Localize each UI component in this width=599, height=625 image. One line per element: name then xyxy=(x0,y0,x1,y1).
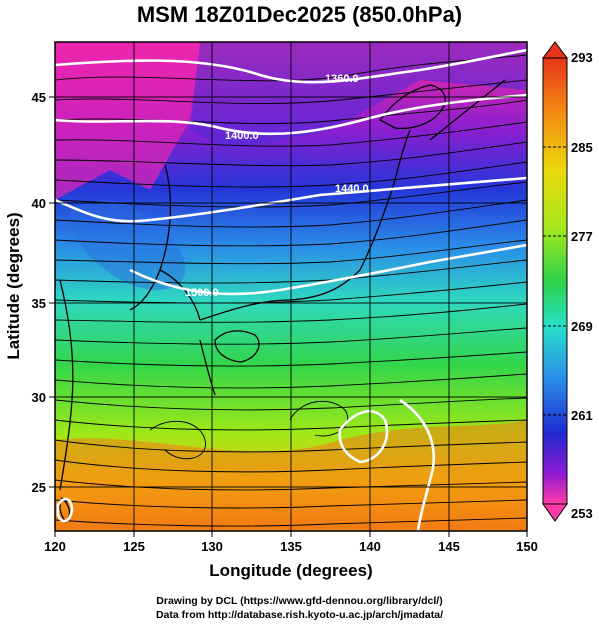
colorbar-tick-label: 285 xyxy=(571,140,593,155)
x-tick-label: 150 xyxy=(516,539,538,554)
y-axis: 25 30 35 40 45 Latitude (degrees) xyxy=(4,90,55,495)
x-tick-label: 120 xyxy=(44,539,66,554)
contour-1360 xyxy=(55,48,527,84)
contour-small-1 xyxy=(338,410,389,464)
coastlines xyxy=(59,79,506,523)
height-contours xyxy=(55,48,527,531)
contour-small-3 xyxy=(56,497,74,523)
graticule xyxy=(55,42,527,531)
contour-small-2 xyxy=(399,398,435,531)
colorbar-tick-label: 293 xyxy=(571,50,593,65)
x-axis: 120 125 130 135 140 145 150 Longitude (d… xyxy=(44,531,538,580)
contour-1440 xyxy=(55,176,527,223)
y-tick-label: 40 xyxy=(32,196,46,211)
y-axis-title: Latitude (degrees) xyxy=(4,212,23,359)
y-tick-label: 35 xyxy=(32,296,46,311)
colorbar-bottom-arrow xyxy=(542,503,568,522)
contour-label-1500: 1500.0 xyxy=(185,287,219,299)
colorbar-top-arrow xyxy=(542,41,568,59)
credit-data-source: Data from http://database.rish.kyoto-u.a… xyxy=(155,609,444,621)
cool-pocket-west xyxy=(70,200,186,290)
map-plot-area: 1360.0 1400.0 1440.0 1500.0 xyxy=(55,42,527,531)
x-tick-label: 135 xyxy=(280,539,302,554)
colorbar-scale xyxy=(542,57,568,505)
x-axis-title: Longitude (degrees) xyxy=(209,561,372,580)
y-tick-label: 25 xyxy=(32,480,46,495)
x-tick-label: 140 xyxy=(359,539,381,554)
x-tick-label: 130 xyxy=(201,539,223,554)
contour-1400 xyxy=(55,93,527,136)
colorbar-tick-label: 269 xyxy=(571,319,593,334)
credit-dcl: Drawing by DCL (https://www.gfd-dennou.o… xyxy=(156,595,443,607)
contour-label-1360: 1360.0 xyxy=(325,73,359,85)
contour-1500 xyxy=(129,243,527,296)
colorbar-tick-label: 261 xyxy=(571,408,593,423)
chart-title: MSM 18Z01Dec2025 (850.0hPa) xyxy=(136,2,463,27)
colorbar: 293 285 277 269 261 253 xyxy=(542,41,593,522)
y-tick-label: 30 xyxy=(32,390,46,405)
cold-air-region-east xyxy=(190,42,527,150)
x-tick-label: 125 xyxy=(123,539,145,554)
contour-label-1400: 1400.0 xyxy=(225,130,259,142)
contour-label-1440: 1440.0 xyxy=(335,183,369,195)
colorbar-tick-label: 253 xyxy=(571,506,593,521)
y-tick-label: 45 xyxy=(32,90,46,105)
x-tick-label: 145 xyxy=(438,539,460,554)
colorbar-tick-label: 277 xyxy=(571,229,593,244)
wind-streamlines xyxy=(55,54,527,527)
